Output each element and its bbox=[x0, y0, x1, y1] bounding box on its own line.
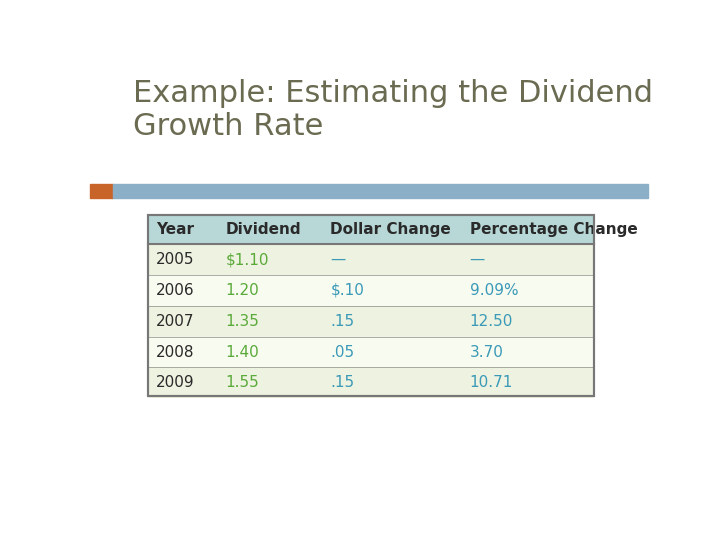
Text: 2005: 2005 bbox=[156, 252, 194, 267]
Text: .05: .05 bbox=[330, 345, 354, 360]
Bar bbox=[90, 184, 114, 198]
Text: 2009: 2009 bbox=[156, 375, 194, 390]
Text: Dollar Change: Dollar Change bbox=[330, 222, 451, 237]
Bar bbox=[148, 215, 594, 396]
Bar bbox=[148, 336, 594, 367]
Text: 10.71: 10.71 bbox=[469, 375, 513, 390]
Text: 2008: 2008 bbox=[156, 345, 194, 360]
Text: —: — bbox=[330, 252, 346, 267]
Bar bbox=[114, 184, 648, 198]
Text: 9.09%: 9.09% bbox=[469, 283, 518, 298]
Text: $1.10: $1.10 bbox=[225, 252, 269, 267]
Bar bbox=[148, 306, 594, 336]
Text: 1.20: 1.20 bbox=[225, 283, 259, 298]
Text: Year: Year bbox=[156, 222, 194, 237]
Text: 3.70: 3.70 bbox=[469, 345, 503, 360]
Text: 12.50: 12.50 bbox=[469, 314, 513, 329]
Text: 1.55: 1.55 bbox=[225, 375, 259, 390]
Text: Percentage Change: Percentage Change bbox=[469, 222, 637, 237]
Bar bbox=[148, 367, 594, 398]
Text: 2006: 2006 bbox=[156, 283, 194, 298]
Text: .15: .15 bbox=[330, 375, 354, 390]
Text: Dividend: Dividend bbox=[225, 222, 301, 237]
Bar bbox=[148, 215, 594, 396]
Text: 2007: 2007 bbox=[156, 314, 194, 329]
Text: 1.35: 1.35 bbox=[225, 314, 259, 329]
Text: $.10: $.10 bbox=[330, 283, 364, 298]
Text: —: — bbox=[469, 252, 485, 267]
Bar bbox=[148, 275, 594, 306]
Text: Example: Estimating the Dividend
Growth Rate: Example: Estimating the Dividend Growth … bbox=[132, 79, 652, 141]
Bar bbox=[148, 215, 594, 244]
Bar bbox=[148, 244, 594, 275]
Text: .15: .15 bbox=[330, 314, 354, 329]
Text: 1.40: 1.40 bbox=[225, 345, 259, 360]
